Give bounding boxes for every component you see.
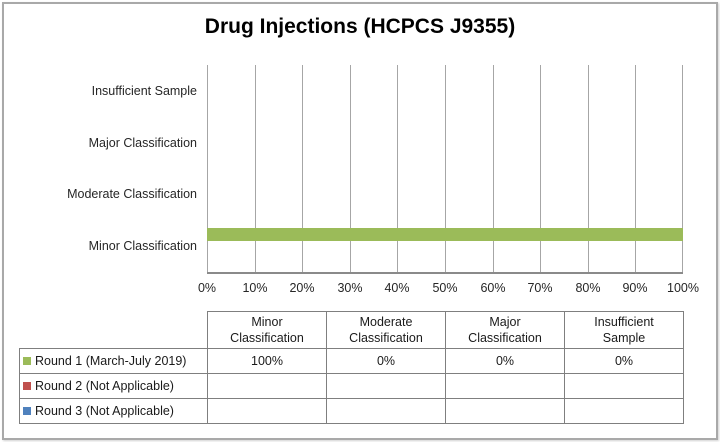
table-value-cell <box>564 398 684 424</box>
table-value-cell <box>207 373 327 399</box>
gridline <box>302 65 303 272</box>
x-tick-label: 90% <box>622 281 648 295</box>
legend-cell: Round 3 (Not Applicable) <box>19 398 208 424</box>
plot-area <box>207 65 683 274</box>
table-value-cell <box>326 398 446 424</box>
legend-swatch-icon <box>23 381 31 390</box>
table-column-header: Minor Classification <box>207 311 327 349</box>
table-column-header: Insufficient Sample <box>564 311 684 349</box>
table-column-header: Moderate Classification <box>326 311 446 349</box>
table-row: Round 3 (Not Applicable) <box>19 398 684 424</box>
table-value-cell <box>326 373 446 399</box>
legend-swatch-icon <box>23 406 31 415</box>
x-tick-label: 0% <box>197 281 217 295</box>
x-tick-label: 60% <box>480 281 506 295</box>
table-value-cell <box>564 373 684 399</box>
gridline <box>540 65 541 272</box>
table-value-cell <box>207 398 327 424</box>
gridline <box>350 65 351 272</box>
x-tick-label: 40% <box>384 281 410 295</box>
x-axis-tick-labels: 0% 10% 20% 30% 40% 50% 60% 70% 80% 90% 100% <box>198 281 699 297</box>
table-header-row: Minor Classification Moderate Classificat… <box>20 311 684 349</box>
gridline <box>445 65 446 272</box>
table-corner-empty <box>20 312 208 349</box>
data-table: Minor Classification Moderate Classificat… <box>19 311 684 424</box>
table-column-header: Major Classification <box>445 311 565 349</box>
x-tick-label: 30% <box>337 281 363 295</box>
legend-cell: Round 2 (Not Applicable) <box>19 373 208 399</box>
x-tick-label: 70% <box>527 281 553 295</box>
legend-swatch-icon <box>23 356 31 365</box>
x-tick-label: 20% <box>289 281 315 295</box>
y-category-label: Major Classification <box>88 136 197 150</box>
x-tick-label: 50% <box>432 281 458 295</box>
legend-label: Round 1 (March-July 2019) <box>35 354 187 368</box>
gridline <box>635 65 636 272</box>
y-category-label: Insufficient Sample <box>91 84 197 98</box>
x-tick-label: 100% <box>667 281 699 295</box>
gridline <box>493 65 494 272</box>
legend-cell: Round 1 (March-July 2019) <box>19 348 208 374</box>
gridline <box>397 65 398 272</box>
y-category-label: Moderate Classification <box>67 187 197 201</box>
gridline <box>682 65 683 272</box>
gridline <box>255 65 256 272</box>
table-value-cell: 0% <box>326 348 446 374</box>
table-value-cell: 0% <box>564 348 684 374</box>
chart-title: Drug Injections (HCPCS J9355) <box>204 15 516 38</box>
x-tick-label: 10% <box>242 281 268 295</box>
y-axis-category-labels: Insufficient Sample Major Classification M… <box>0 65 197 272</box>
table-value-cell: 100% <box>207 348 327 374</box>
legend-label: Round 2 (Not Applicable) <box>35 379 174 393</box>
data-bar <box>207 228 683 241</box>
table-value-cell <box>445 373 565 399</box>
gridline <box>207 65 208 272</box>
table-row: Round 1 (March-July 2019) 100% 0% 0% 0% <box>19 348 684 374</box>
gridline <box>588 65 589 272</box>
table-value-cell: 0% <box>445 348 565 374</box>
x-tick-label: 80% <box>575 281 601 295</box>
legend-label: Round 3 (Not Applicable) <box>35 404 174 418</box>
table-row: Round 2 (Not Applicable) <box>19 373 684 399</box>
y-category-label: Minor Classification <box>88 239 197 253</box>
table-value-cell <box>445 398 565 424</box>
